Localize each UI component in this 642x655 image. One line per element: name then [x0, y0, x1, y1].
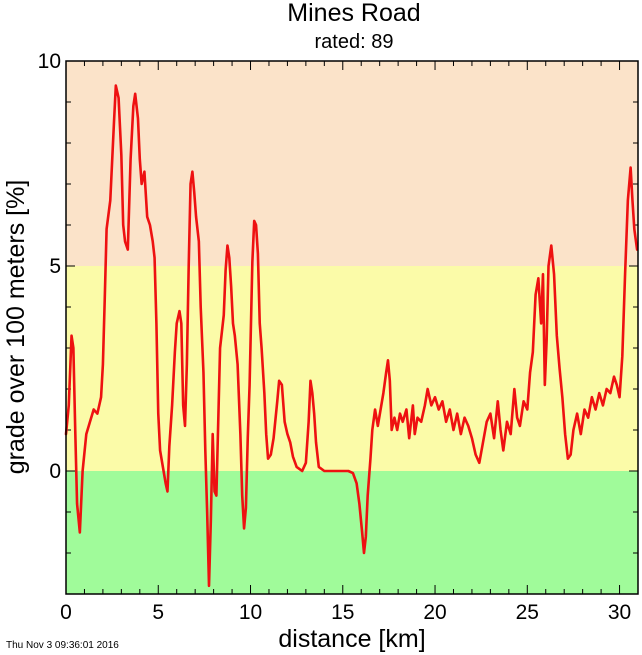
y-tick-label: 5	[49, 255, 61, 278]
x-tick-label: 10	[239, 601, 262, 624]
tick-labels: 0 5 10 15 20 25 30 0 5 10	[38, 50, 632, 624]
x-tick-label: 5	[152, 601, 164, 624]
chart-title: Mines Road	[287, 0, 420, 27]
x-tick-label: 25	[516, 601, 539, 624]
grade-bands	[66, 61, 638, 594]
grade-line	[64, 84, 639, 588]
plot-frame	[65, 60, 639, 595]
chart-subtitle: rated: 89	[315, 31, 394, 53]
band-descent	[66, 471, 638, 594]
series-group	[64, 84, 639, 588]
x-tick-label: 20	[423, 601, 446, 624]
x-axis-label: distance [km]	[278, 625, 425, 653]
y-axis-label: grade over 100 meters [%]	[2, 180, 30, 475]
band-moderate	[66, 266, 638, 471]
x-tick-label: 15	[331, 601, 354, 624]
y-tick-label: 0	[49, 460, 61, 483]
timestamp: Thu Nov 3 09:36:01 2016	[6, 640, 119, 651]
y-tick-label: 10	[38, 50, 61, 73]
x-tick-label: 0	[60, 601, 72, 624]
x-tick-label: 30	[608, 601, 631, 624]
band-steep	[66, 61, 638, 266]
